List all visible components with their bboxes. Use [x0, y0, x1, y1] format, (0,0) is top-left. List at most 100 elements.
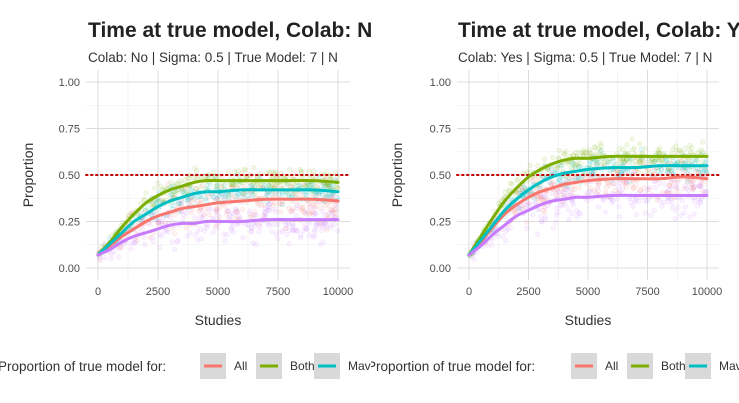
scatter-point-maverick [556, 178, 563, 184]
scatter-point-reference [530, 212, 536, 218]
scatter-point-reference [304, 208, 310, 214]
scatter-point-reference [250, 240, 256, 246]
scatter-point-maverick [185, 197, 191, 203]
scatter-point-maverick [279, 202, 285, 208]
scatter-point-maverick [308, 182, 314, 188]
scatter-point-maverick [319, 191, 325, 197]
scatter-point-all [327, 206, 333, 212]
scatter-point-both [670, 146, 676, 152]
scatter-point-all [550, 179, 556, 186]
scatter-point-all [558, 192, 564, 198]
series-line-reference [96, 217, 340, 257]
scatter-point-maverick [169, 192, 175, 198]
scatter-point-reference [567, 188, 573, 194]
scatter-point-reference [684, 185, 690, 192]
scatter-point-reference [214, 207, 220, 213]
scatter-point-maverick [532, 196, 538, 202]
scatter-point-reference [210, 229, 216, 235]
scatter-point-reference [542, 216, 548, 222]
scatter-point-all [535, 194, 541, 200]
scatter-point-both [235, 182, 241, 188]
x-tick-label: 5000 [576, 286, 600, 298]
scatter-point-reference [317, 241, 323, 247]
scatter-point-reference [630, 203, 636, 209]
scatter-point-maverick [638, 146, 644, 152]
legend-label: All [234, 359, 247, 373]
scatter-point-both [515, 176, 521, 182]
scatter-point-reference [232, 206, 238, 212]
scatter-point-all [691, 185, 697, 191]
scatter-point-reference [562, 186, 568, 192]
scatter-point-reference [525, 201, 531, 207]
scatter-point-reference [234, 207, 240, 213]
scatter-point-reference [557, 203, 563, 209]
scatter-point-reference [666, 187, 672, 193]
scatter-point-reference [549, 191, 555, 197]
scatter-point-reference [206, 206, 212, 212]
scatter-point-reference [623, 180, 629, 186]
scatter-point-reference [536, 206, 542, 212]
scatter-point-reference [635, 198, 641, 204]
scatter-point-all [312, 202, 318, 208]
scatter-point-reference [312, 229, 318, 235]
legend-label: Both [661, 359, 686, 373]
scatter-point-reference [588, 189, 595, 195]
scatter-point-all [537, 194, 543, 200]
scatter-point-reference [675, 179, 681, 185]
scatter-point-maverick [556, 176, 562, 182]
scatter-point-reference [200, 212, 206, 218]
scatter-point-all [679, 158, 685, 165]
scatter-point-maverick [223, 193, 229, 199]
scatter-point-maverick [617, 170, 623, 176]
scatter-point-reference [673, 208, 679, 214]
scatter-point-both [581, 147, 587, 153]
scatter-point-both [192, 165, 198, 171]
scatter-point-reference [235, 209, 241, 215]
scatter-point-reference [333, 206, 339, 212]
scatter-point-all [272, 192, 278, 198]
scatter-point-maverick [266, 183, 272, 189]
scatter-point-both [181, 189, 187, 196]
scatter-point-all [684, 179, 691, 185]
scatter-point-reference [213, 208, 220, 215]
scatter-point-both [252, 190, 258, 196]
scatter-point-reference [167, 214, 173, 220]
scatter-point-reference [616, 184, 622, 190]
scatter-point-both [700, 149, 706, 155]
scatter-point-reference [302, 222, 308, 228]
series-line-both [467, 154, 709, 257]
scatter-point-reference [139, 226, 145, 233]
scatter-point-reference [539, 219, 545, 225]
scatter-point-all [699, 188, 706, 194]
scatter-point-both [572, 161, 578, 167]
scatter-point-all [248, 213, 254, 219]
scatter-point-both [586, 150, 592, 156]
scatter-point-both [695, 149, 701, 156]
scatter-point-all [147, 234, 153, 240]
scatter-point-reference [543, 192, 549, 199]
scatter-point-both [673, 143, 679, 149]
scatter-point-all [683, 169, 689, 175]
scatter-point-reference [682, 183, 688, 189]
scatter-point-all [701, 179, 707, 185]
scatter-point-reference [642, 198, 648, 204]
scatter-point-reference [610, 198, 616, 204]
scatter-point-all [532, 176, 538, 182]
scatter-point-both [175, 180, 181, 186]
scatter-point-maverick [622, 158, 628, 164]
scatter-point-all [188, 198, 194, 204]
scatter-point-both [302, 183, 309, 189]
scatter-point-both [596, 146, 602, 152]
scatter-point-reference [265, 221, 271, 227]
scatter-point-all [322, 203, 328, 209]
scatter-point-all [553, 191, 559, 197]
scatter-point-both [582, 149, 588, 155]
scatter-point-all [535, 195, 541, 202]
scatter-point-all [622, 169, 629, 175]
scatter-point-maverick [264, 192, 270, 198]
scatter-point-reference [270, 222, 276, 228]
scatter-point-all [668, 180, 674, 186]
scatter-point-both [550, 154, 556, 161]
scatter-point-maverick [309, 182, 315, 188]
scatter-point-both [297, 166, 303, 173]
